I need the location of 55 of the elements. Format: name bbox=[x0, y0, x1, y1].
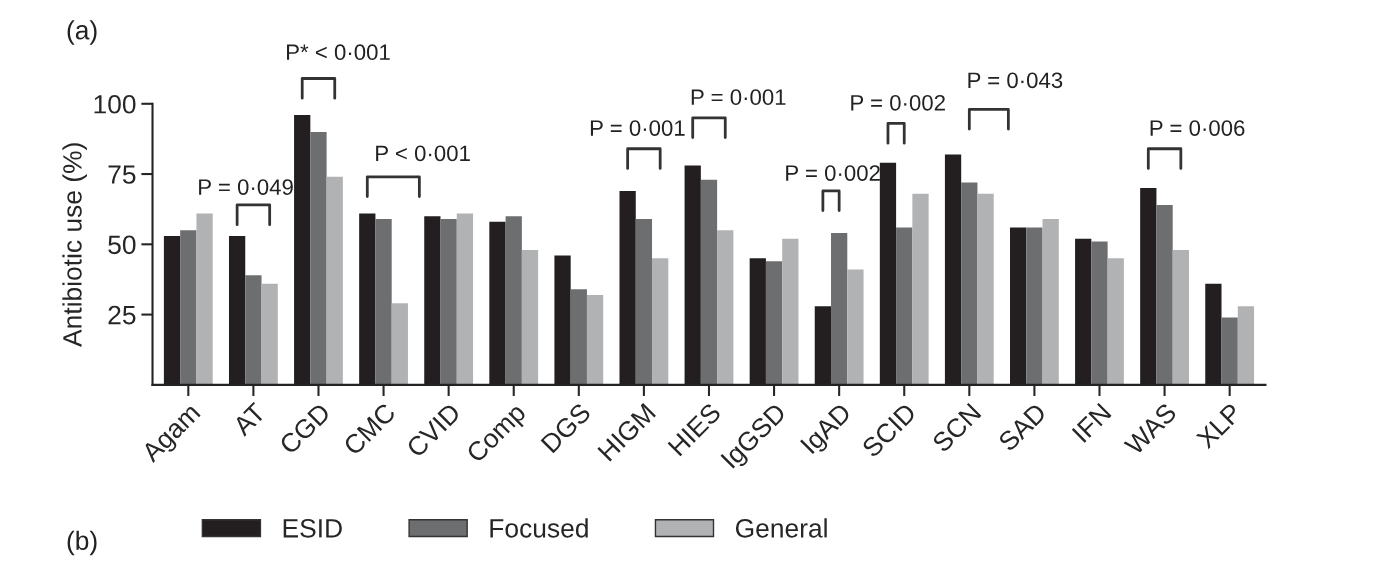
annotation: P < 0·001 bbox=[376, 145, 470, 162]
text: P = 0·043 bbox=[968, 72, 1063, 89]
y-axis-title: Antibiotic use (%) bbox=[62, 143, 87, 347]
bar bbox=[440, 219, 457, 385]
bar bbox=[456, 213, 474, 385]
bar bbox=[261, 283, 278, 385]
bar bbox=[912, 193, 929, 385]
bar bbox=[961, 182, 978, 385]
bar bbox=[765, 261, 783, 385]
bar bbox=[1107, 258, 1124, 385]
bar bbox=[505, 216, 522, 385]
bar bbox=[782, 238, 799, 385]
bar bbox=[1156, 204, 1173, 385]
annotation: P = 0·002 bbox=[786, 165, 880, 181]
bar bbox=[391, 303, 408, 385]
y-tick-label: 100 bbox=[94, 94, 136, 114]
bar bbox=[831, 233, 848, 385]
legend-label: Focused bbox=[490, 518, 588, 538]
bar bbox=[896, 227, 913, 385]
bar bbox=[521, 249, 539, 385]
bar bbox=[310, 131, 327, 385]
bar bbox=[1237, 306, 1255, 385]
annotation: P = 0·006 bbox=[1150, 120, 1245, 136]
bar bbox=[326, 176, 343, 385]
bar bbox=[245, 275, 262, 385]
bar bbox=[1091, 241, 1108, 385]
y-tick-label: 50 bbox=[108, 235, 136, 255]
text: P* < 0·001 bbox=[287, 44, 390, 61]
bar bbox=[717, 230, 734, 385]
legend-label: General bbox=[735, 518, 827, 538]
x-tick-label: IFN bbox=[1071, 403, 1112, 443]
bar bbox=[700, 179, 718, 385]
bar bbox=[1026, 227, 1043, 385]
bar bbox=[652, 258, 669, 385]
annotation: P = 0·001 bbox=[590, 120, 685, 136]
bar bbox=[635, 219, 653, 385]
bar bbox=[977, 193, 994, 385]
bar bbox=[196, 213, 213, 385]
annotation: P = 0·001 bbox=[691, 89, 786, 106]
y-tick-label: 75 bbox=[108, 165, 136, 184]
text: (a) bbox=[67, 20, 97, 45]
annotation: P = 0·049 bbox=[199, 179, 293, 195]
bar bbox=[1221, 317, 1238, 385]
bar bbox=[847, 269, 864, 385]
bar bbox=[586, 294, 604, 385]
bar bbox=[180, 230, 197, 385]
y-tick-label: 25 bbox=[108, 305, 136, 325]
bar bbox=[570, 289, 587, 385]
legend-label: ESID bbox=[283, 518, 342, 538]
bar bbox=[1042, 219, 1059, 385]
x-tick-label: AT bbox=[231, 401, 267, 437]
bar bbox=[1172, 249, 1189, 385]
annotation: P = 0·002 bbox=[851, 94, 945, 111]
bar bbox=[375, 219, 392, 385]
text: (b) bbox=[67, 530, 97, 556]
